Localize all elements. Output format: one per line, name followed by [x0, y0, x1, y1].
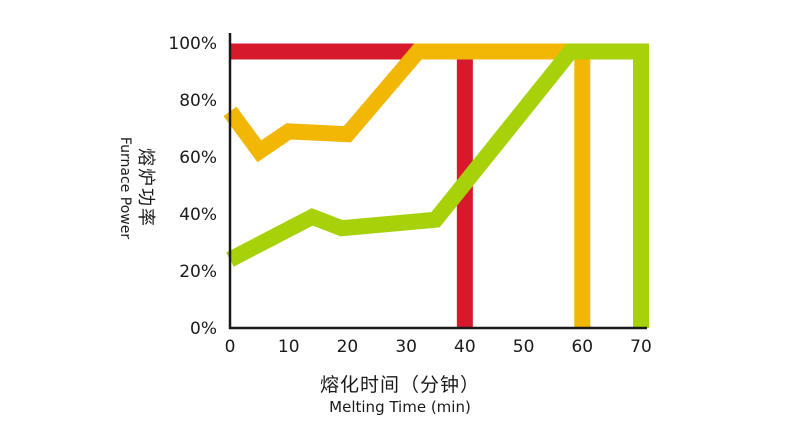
- x-tick-label: 70: [630, 337, 652, 357]
- y-tick-label: 0%: [190, 319, 217, 339]
- y-tick-label: 80%: [179, 91, 217, 111]
- x-tick-label: 20: [337, 337, 359, 357]
- x-tick-label: 0: [225, 337, 236, 357]
- y-tick-label: 60%: [179, 148, 217, 168]
- ticks-layer: 0 10 20 30 40 50 60 70 0% 20% 40% 60% 80% 100%: [168, 34, 651, 357]
- x-tick-label: 10: [278, 337, 300, 357]
- y-tick-label: 20%: [179, 262, 217, 282]
- series-layer: [223, 43, 649, 328]
- series-green-line: [226, 43, 649, 328]
- y-axis-label-cn: 熔炉功率: [135, 148, 156, 228]
- y-tick-label: 100%: [168, 34, 217, 54]
- y-axis-label: 熔炉功率 Furnace Power: [116, 137, 156, 239]
- y-axis-label-en: Furnace Power: [117, 136, 133, 240]
- x-tick-label: 60: [571, 337, 593, 357]
- x-tick-label: 50: [513, 337, 535, 357]
- x-axis-label-en: Melting Time (min): [329, 398, 471, 416]
- series-red-line: [230, 43, 473, 328]
- y-tick-label: 40%: [179, 205, 217, 225]
- x-axis-label-cn: 熔化时间（分钟）: [319, 374, 480, 396]
- axes-layer: [228, 33, 647, 330]
- x-tick-label: 30: [395, 337, 417, 357]
- x-tick-label: 40: [454, 337, 476, 357]
